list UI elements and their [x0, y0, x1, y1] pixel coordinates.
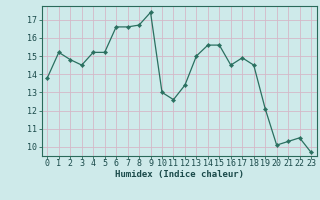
X-axis label: Humidex (Indice chaleur): Humidex (Indice chaleur): [115, 170, 244, 179]
